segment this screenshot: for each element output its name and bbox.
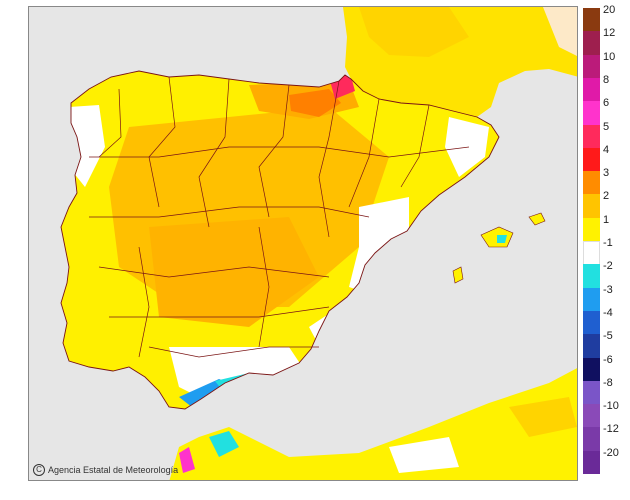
- legend-swatch: [583, 54, 600, 79]
- legend-swatch: [583, 147, 600, 172]
- province-boundaries: [89, 76, 470, 358]
- legend-swatch: [583, 310, 600, 335]
- attribution-text: Agencia Estatal de Meteorología: [48, 465, 179, 475]
- andalusia-white: [169, 347, 309, 397]
- france-orange-patch: [359, 7, 469, 57]
- legend-label: -2: [603, 260, 613, 273]
- attribution: C Agencia Estatal de Meteorología: [33, 464, 178, 476]
- legend-label: 4: [603, 143, 610, 156]
- legend-label: 8: [603, 73, 610, 86]
- anomaly-map: C Agencia Estatal de Meteorología: [28, 6, 578, 481]
- legend-label: -1: [603, 237, 613, 249]
- legend-label: -10: [603, 400, 619, 413]
- legend-swatch: [583, 404, 600, 428]
- legend-label: -12: [603, 423, 619, 436]
- legend-swatch: [583, 31, 600, 56]
- la-mancha-anomaly: [149, 217, 319, 327]
- legend-swatch: [583, 217, 600, 242]
- legend-label: 20: [603, 4, 616, 16]
- legend-swatch: [583, 427, 600, 452]
- legend-swatch: [583, 334, 600, 358]
- legend-label: -8: [603, 376, 613, 389]
- legend-swatch: [583, 124, 600, 149]
- legend-swatch: [583, 77, 600, 102]
- legend-swatch: [583, 194, 600, 219]
- color-legend: 20 12 10 8 6 5 4 3 2 1 -1 -2 -3 -4 -5 -6 -8 -10 -12 -20: [583, 4, 627, 478]
- alps-white-patch: [543, 7, 577, 56]
- legend-swatch: [583, 101, 600, 125]
- legend-label: 6: [603, 97, 610, 110]
- legend-swatch: [583, 357, 600, 382]
- legend-swatch: [583, 264, 600, 289]
- legend-swatch: [583, 287, 600, 312]
- legend-label: 5: [603, 120, 610, 133]
- legend-swatch: [583, 450, 600, 475]
- legend-label: -20: [603, 446, 619, 459]
- legend-label: -3: [603, 283, 613, 296]
- legend-swatch: [583, 171, 600, 195]
- legend-swatch: [583, 8, 600, 32]
- legend-swatch: [583, 380, 600, 405]
- copyright-icon: C: [33, 464, 45, 476]
- legend-label: 10: [603, 50, 616, 63]
- legend-label: -5: [603, 330, 613, 343]
- legend-label: 12: [603, 27, 616, 40]
- legend-swatch: [583, 241, 600, 265]
- legend-label: -6: [603, 353, 613, 366]
- legend-label: -4: [603, 306, 613, 319]
- legend-label: 1: [603, 213, 610, 226]
- north-africa-landmass: [169, 368, 577, 480]
- legend-label: 3: [603, 167, 610, 180]
- balearic-islands: [452, 212, 546, 284]
- map-canvas: [29, 7, 577, 480]
- basque-hotspot: [289, 89, 341, 117]
- legend-label: 2: [603, 190, 610, 203]
